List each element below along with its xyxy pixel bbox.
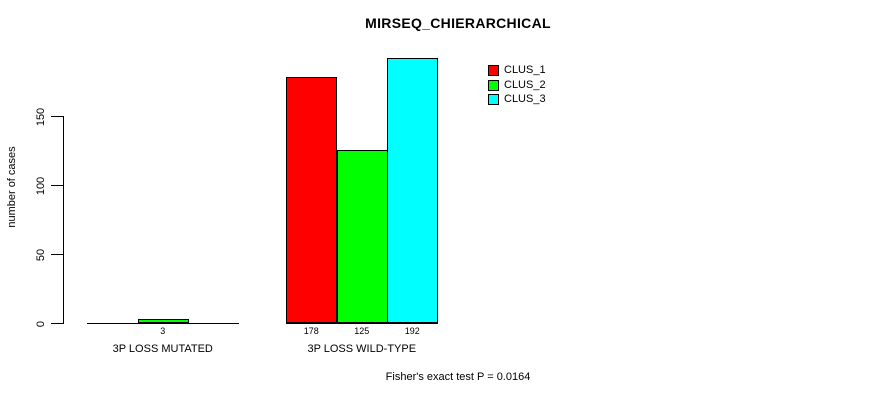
chart-title: MIRSEQ_CHIERARCHICAL [365,15,551,31]
legend-label-clus-3: CLUS_3 [504,93,546,105]
x-axis-category-label-3p-loss-mutated: 3P LOSS MUTATED [112,343,213,355]
y-axis-tick [51,254,63,255]
fisher-test-annotation: Fisher's exact test P = 0.0164 [385,371,531,383]
y-axis-tick [51,185,63,186]
y-axis-label: number of cases [6,146,18,228]
legend-swatch-clus-3 [488,94,499,105]
bar-clus-1-3p-loss-wild-type [286,77,337,323]
legend-label-clus-1: CLUS_1 [504,64,546,76]
legend-swatch-clus-2 [488,80,499,91]
y-axis-tick-label: 100 [35,176,47,195]
bar-clus-3-3p-loss-wild-type [387,58,438,323]
bar-clus-2-3p-loss-mutated [138,319,189,323]
bar-value-label-clus-2-3p-loss-wild-type: 125 [354,326,370,336]
x-axis-baseline-3p-loss-wild-type [286,323,438,324]
legend-swatch-clus-1 [488,65,499,76]
bar-clus-2-3p-loss-wild-type [337,150,388,323]
bar-value-label-clus-3-3p-loss-wild-type: 192 [404,326,420,336]
y-axis-tick-label: 0 [35,320,47,327]
x-axis-baseline-3p-loss-mutated [87,323,239,324]
legend-label-clus-2: CLUS_2 [504,79,546,91]
y-axis-tick-label: 50 [35,248,47,261]
y-axis-tick [51,323,63,324]
y-axis-line [63,116,64,324]
x-axis-category-label-3p-loss-wild-type: 3P LOSS WILD-TYPE [307,343,417,355]
y-axis-tick-label: 150 [35,107,47,126]
bar-value-label-clus-2-3p-loss-mutated: 3 [160,326,166,336]
bar-value-label-clus-1-3p-loss-wild-type: 178 [303,326,319,336]
y-axis-tick [51,116,63,117]
